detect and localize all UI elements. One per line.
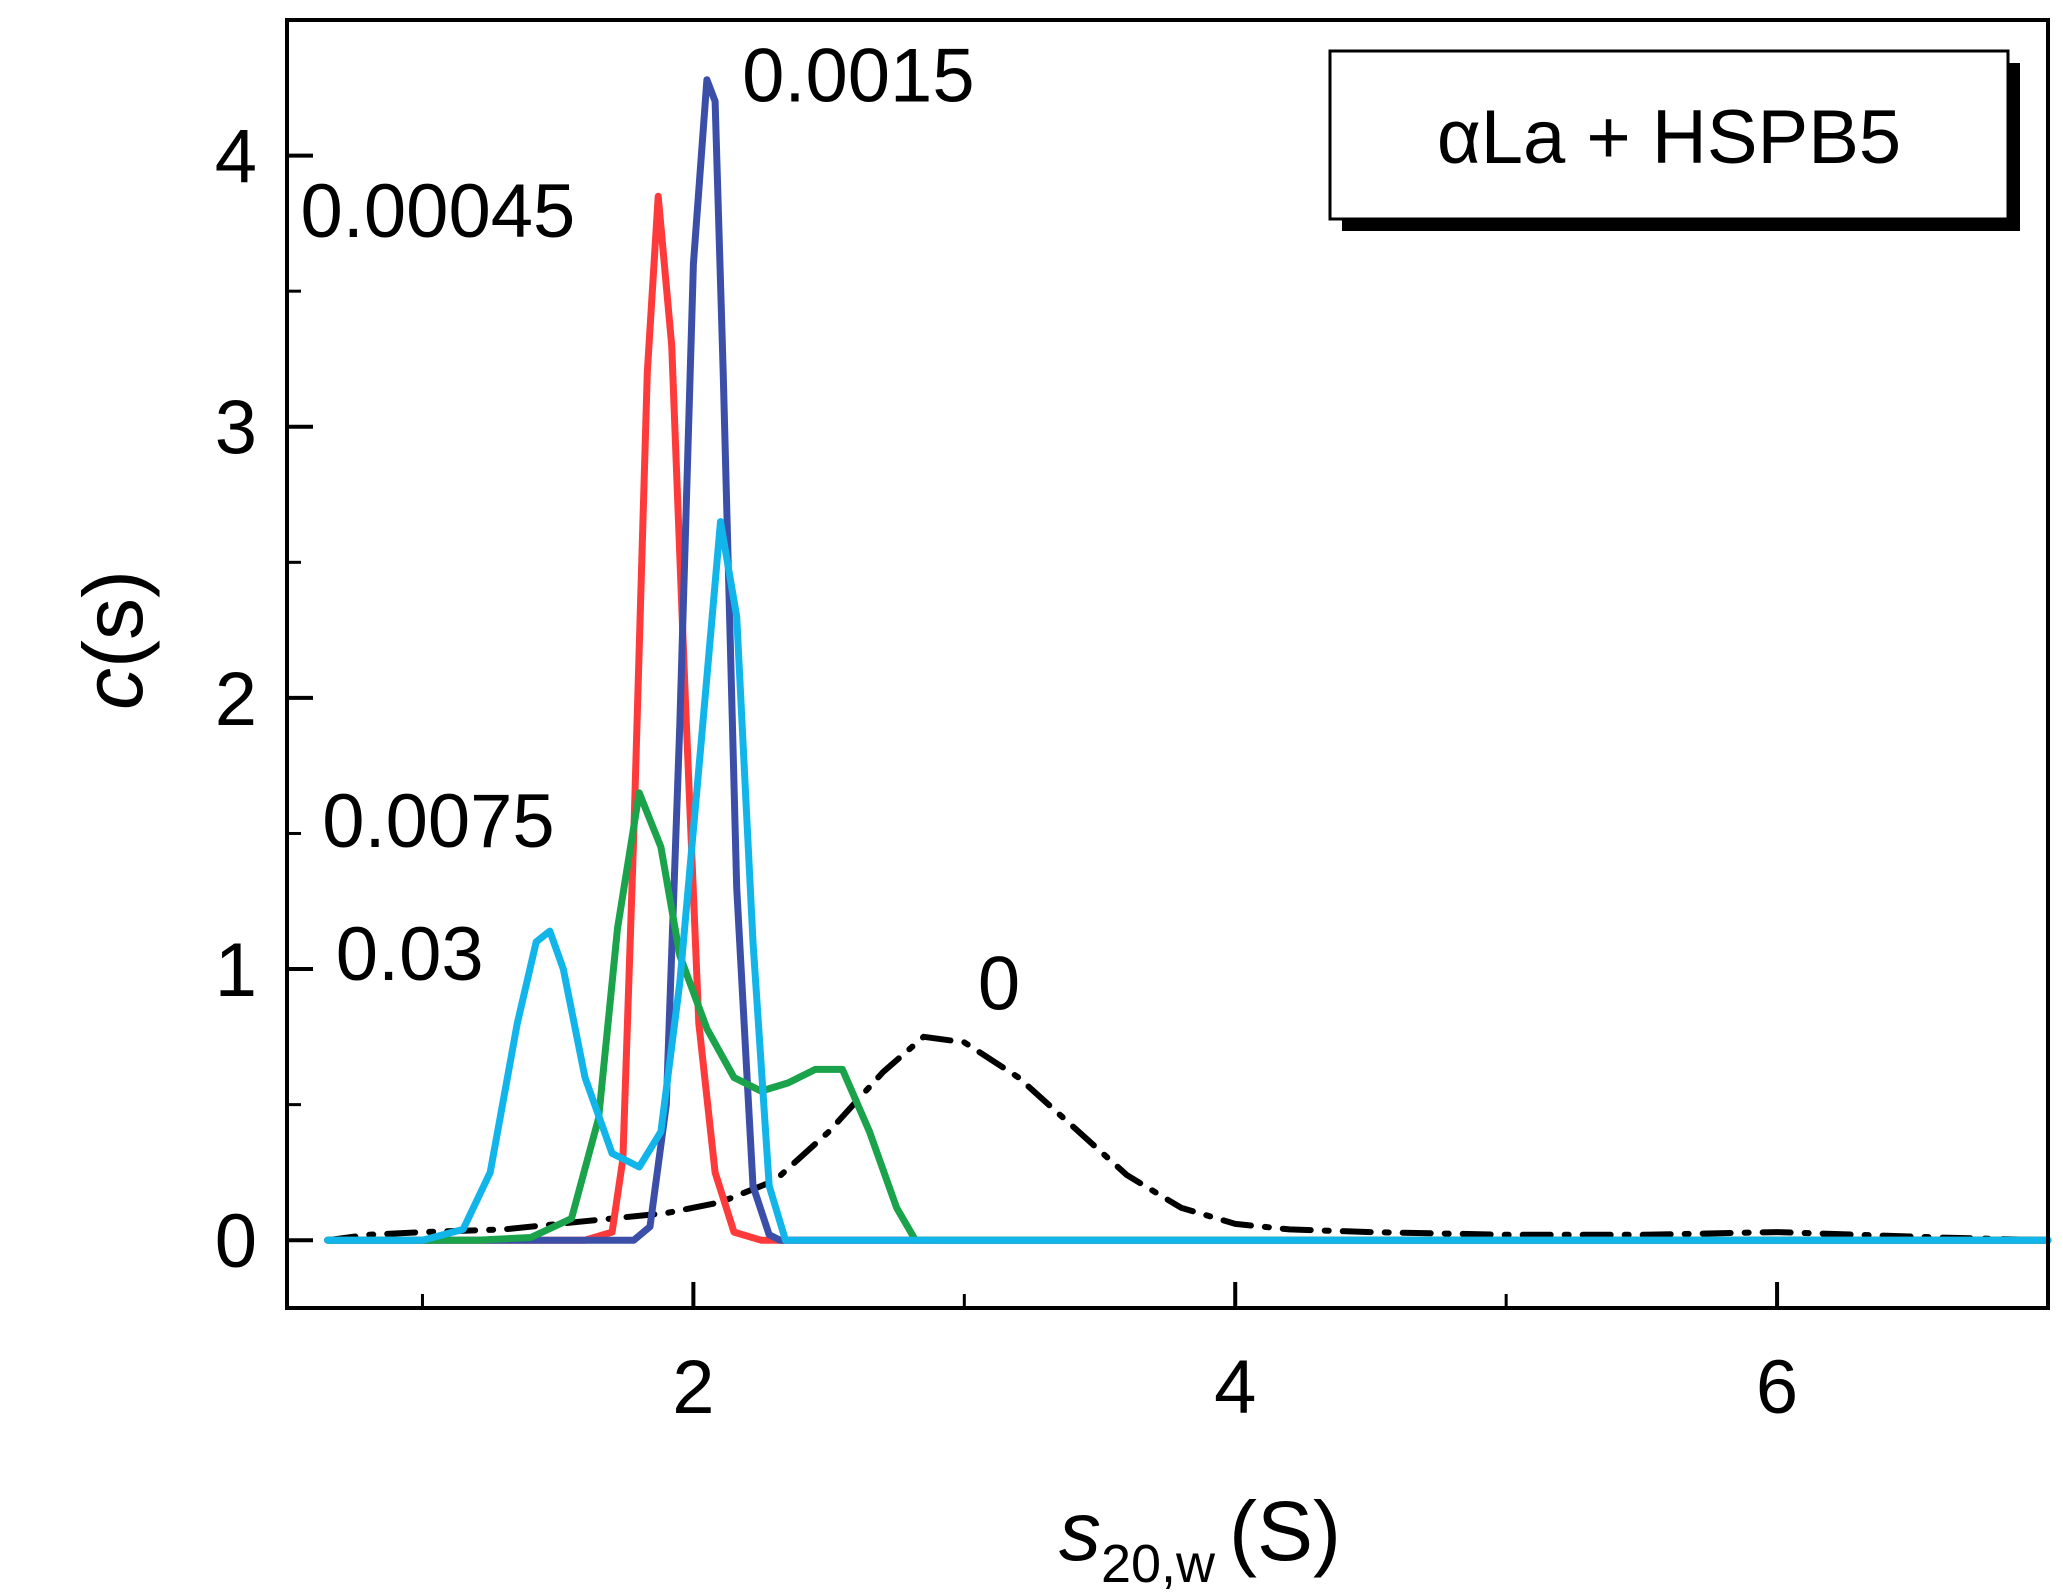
plot-frame bbox=[285, 18, 2050, 1310]
legend-box: αLa + HSPB5 bbox=[1328, 49, 2020, 231]
x-tick-label-0: 2 bbox=[672, 1345, 714, 1430]
y-tick-label-0: 0 bbox=[215, 1199, 257, 1284]
series-line-2 bbox=[324, 76, 2052, 1244]
series-line-3 bbox=[324, 789, 2052, 1244]
y-axis-label-main: c bbox=[66, 668, 160, 710]
series-layer bbox=[324, 76, 2052, 1244]
y-axis-label: c(s) bbox=[66, 570, 160, 710]
y-tick-label-1: 1 bbox=[215, 928, 257, 1013]
axis-titles: s20,w (S) c(s) bbox=[66, 570, 1341, 1594]
series-line-0 bbox=[324, 1033, 2051, 1244]
x-tick-label-1: 4 bbox=[1214, 1345, 1256, 1430]
y-axis-label-rest: (s) bbox=[66, 570, 160, 668]
y-tick-label-3: 3 bbox=[215, 386, 257, 471]
y-tick-label-4: 4 bbox=[215, 115, 257, 200]
series-line-1 bbox=[324, 192, 2052, 1244]
axes-layer bbox=[285, 18, 2050, 1310]
series-label-2: 0.0015 bbox=[742, 33, 974, 118]
labels-layer: 2 4 6 0 1 2 3 4 0 0.00045 0.0015 0.0075 0.03 bbox=[215, 33, 1798, 1430]
series-label-4: 0.03 bbox=[336, 912, 484, 997]
series-label-0: 0 bbox=[978, 942, 1020, 1027]
series-line-4 bbox=[324, 518, 2052, 1244]
series-label-3: 0.0075 bbox=[322, 779, 554, 864]
y-tick-label-2: 2 bbox=[215, 657, 257, 742]
x-axis-label-subscript: 20,w bbox=[1101, 1534, 1216, 1594]
legend-box-text: αLa + HSPB5 bbox=[1437, 95, 1901, 180]
x-tick-label-2: 6 bbox=[1756, 1345, 1798, 1430]
x-axis-label-unit: (S) bbox=[1229, 1484, 1341, 1578]
x-axis-label: s20,w (S) bbox=[1059, 1484, 1341, 1594]
legend-box-frame bbox=[1328, 49, 2010, 221]
x-axis-label-main: s bbox=[1059, 1484, 1101, 1578]
series-label-1: 0.00045 bbox=[301, 169, 576, 254]
